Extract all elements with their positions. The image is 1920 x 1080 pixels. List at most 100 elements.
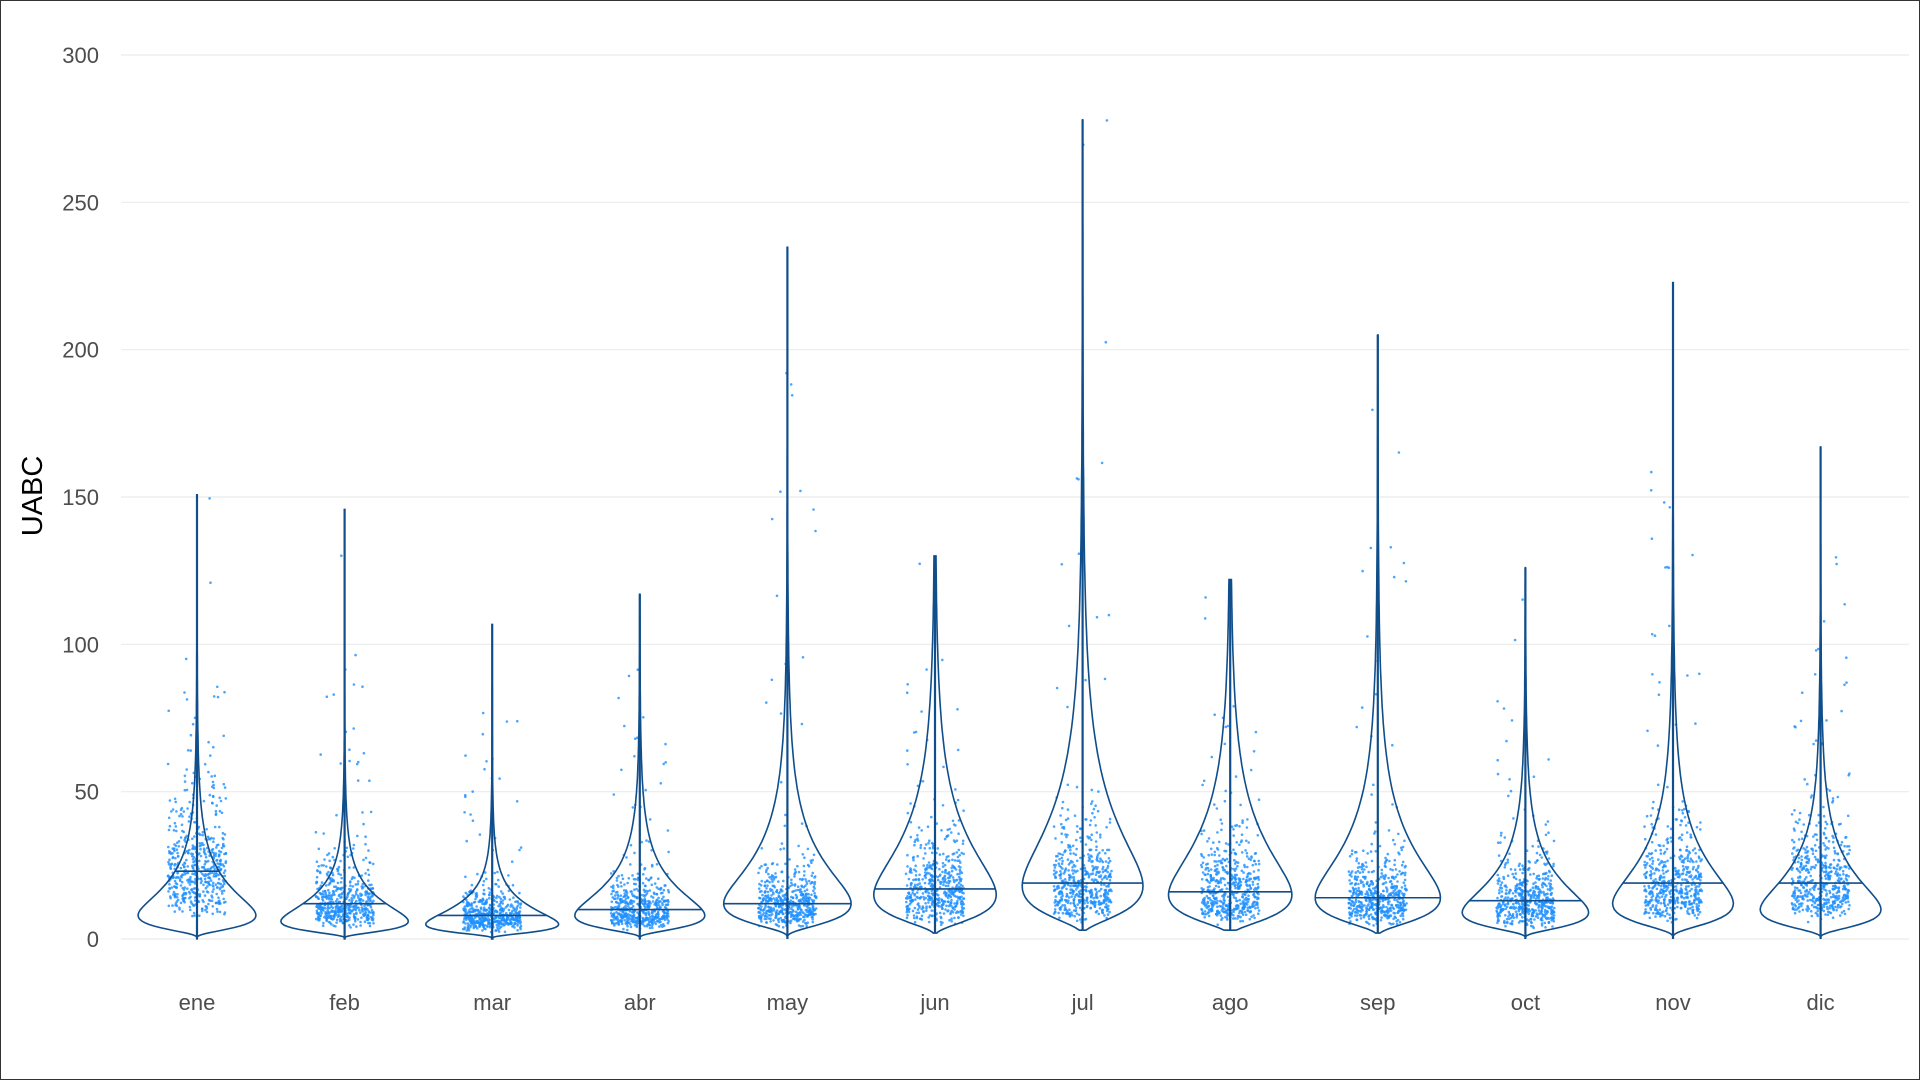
data-point <box>1057 911 1060 915</box>
data-point <box>501 892 505 895</box>
data-point <box>956 708 959 711</box>
data-point <box>218 796 221 800</box>
data-point <box>955 851 959 854</box>
data-point <box>936 901 940 905</box>
data-point <box>620 916 624 920</box>
data-point <box>495 894 499 898</box>
data-point <box>1348 911 1351 914</box>
data-point <box>782 879 785 883</box>
outlier-point <box>1397 451 1401 454</box>
data-point <box>810 915 814 919</box>
data-point <box>1107 861 1110 865</box>
data-point <box>1212 902 1216 906</box>
data-point <box>1241 900 1245 903</box>
data-point <box>611 896 614 899</box>
data-point <box>814 529 817 533</box>
data-point <box>1239 840 1243 844</box>
data-point <box>1380 872 1383 875</box>
data-point <box>1053 910 1057 914</box>
data-point <box>768 917 771 920</box>
data-point <box>367 914 370 918</box>
data-point <box>773 876 776 879</box>
data-point <box>206 891 210 894</box>
data-point <box>941 861 945 865</box>
data-point <box>782 918 786 922</box>
data-point <box>1205 906 1209 909</box>
data-point <box>647 910 650 914</box>
data-point <box>1224 725 1227 729</box>
data-point <box>1245 884 1249 887</box>
data-point <box>809 882 812 885</box>
data-point <box>615 910 618 914</box>
data-point <box>214 883 218 886</box>
data-point <box>326 853 329 857</box>
data-point <box>330 898 334 901</box>
data-point <box>796 888 800 892</box>
data-point <box>1219 914 1223 917</box>
data-point <box>654 901 658 905</box>
data-point <box>1072 884 1075 887</box>
data-point <box>914 864 917 868</box>
data-point <box>317 897 320 900</box>
data-point <box>906 908 909 911</box>
data-point <box>519 903 522 906</box>
data-point <box>328 891 331 895</box>
data-point <box>1234 896 1238 900</box>
data-point <box>495 896 498 900</box>
data-point <box>613 905 617 909</box>
data-point <box>621 877 625 881</box>
data-point <box>483 892 486 896</box>
data-point <box>496 870 499 874</box>
data-point <box>1350 875 1353 878</box>
data-point <box>1367 915 1370 918</box>
data-point <box>1242 877 1245 881</box>
data-point <box>363 904 366 908</box>
data-point <box>1110 869 1113 873</box>
data-point <box>327 870 330 874</box>
data-point <box>348 924 351 927</box>
data-point <box>923 874 927 878</box>
data-point <box>1223 899 1226 903</box>
data-point <box>923 847 927 850</box>
data-point <box>959 883 962 887</box>
data-point <box>1357 900 1361 903</box>
data-point <box>655 892 659 896</box>
data-point <box>485 898 489 901</box>
data-point <box>362 751 366 755</box>
data-point <box>1108 889 1111 892</box>
data-point <box>503 930 507 934</box>
data-point <box>352 896 356 899</box>
data-point <box>811 858 814 862</box>
data-point <box>959 913 963 916</box>
data-point <box>1384 856 1387 860</box>
y-tick-label: 200 <box>62 338 99 363</box>
data-point <box>175 904 179 907</box>
data-point <box>961 903 964 906</box>
data-point <box>316 905 319 909</box>
data-point <box>316 912 320 916</box>
data-point <box>1356 875 1360 879</box>
data-point <box>762 909 765 912</box>
data-point <box>1210 909 1214 913</box>
data-point <box>1498 889 1501 892</box>
data-point <box>799 489 802 493</box>
data-point <box>364 872 367 875</box>
data-point <box>905 910 909 914</box>
outlier-point <box>1371 408 1374 412</box>
data-point <box>322 832 326 835</box>
data-point <box>789 910 792 914</box>
data-point <box>958 897 962 901</box>
data-point <box>1222 868 1225 872</box>
data-point <box>928 839 931 842</box>
data-point <box>659 920 662 924</box>
data-point <box>211 865 214 869</box>
data-point <box>943 890 947 893</box>
points-mar <box>461 711 523 934</box>
data-point <box>1234 867 1238 870</box>
data-point <box>478 899 482 902</box>
data-point <box>1104 896 1107 899</box>
data-point <box>801 924 805 928</box>
data-point <box>351 894 354 897</box>
data-point <box>316 869 320 873</box>
data-point <box>1233 873 1237 877</box>
